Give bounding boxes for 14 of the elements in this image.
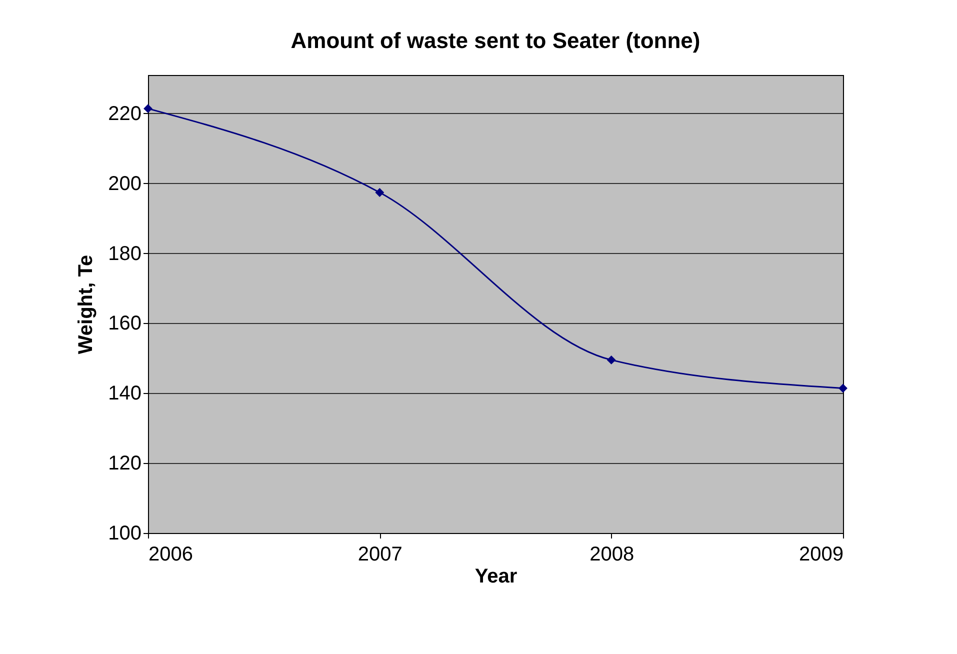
- y-tick-label: 140: [108, 382, 142, 405]
- y-tick-label: 120: [108, 452, 142, 475]
- y-tick-label: 220: [108, 102, 142, 125]
- x-tick-label: 2006: [148, 544, 193, 566]
- x-tick-label: 2008: [590, 544, 634, 566]
- x-tick-label: 2009: [799, 544, 844, 566]
- chart-title: Amount of waste sent to Seater (tonne): [290, 28, 700, 53]
- y-tick-label: 200: [108, 172, 142, 195]
- x-tick-label: 2007: [358, 544, 402, 566]
- y-tick-label: 160: [108, 312, 142, 335]
- y-tick-label: 100: [108, 522, 142, 544]
- x-axis-title: Year: [474, 566, 518, 588]
- y-axis-title: Weight, Te: [75, 254, 98, 354]
- y-tick-label: 180: [108, 242, 142, 265]
